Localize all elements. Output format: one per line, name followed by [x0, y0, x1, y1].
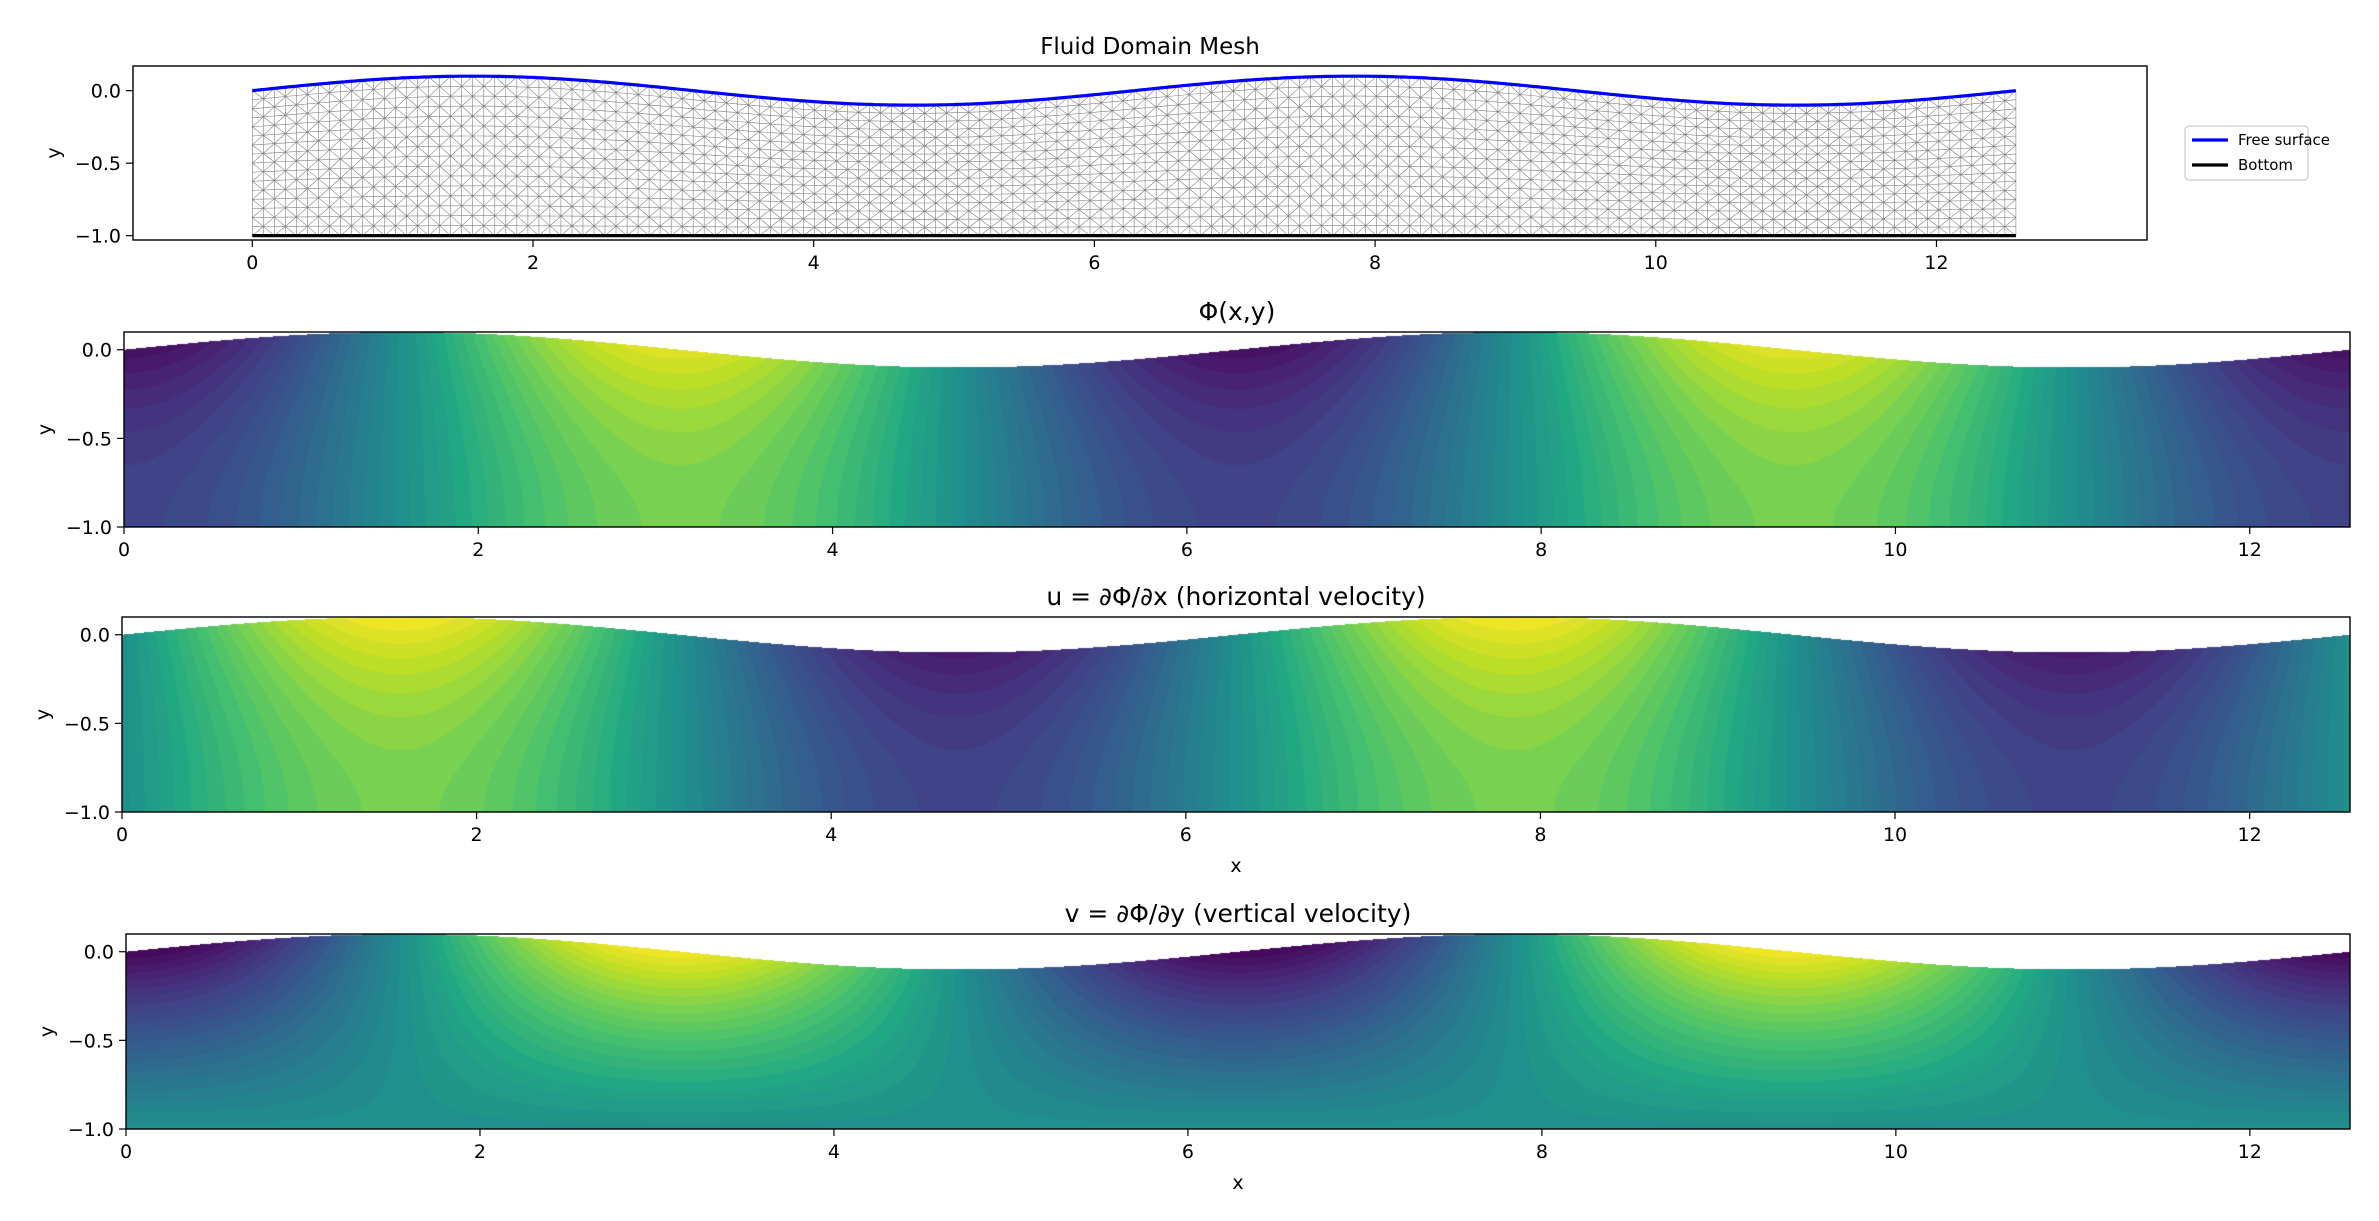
y-tick-label: −0.5 — [68, 1030, 114, 1052]
y-tick-label: −0.5 — [75, 153, 121, 175]
axes-frame — [121, 616, 2351, 813]
x-tick-label: 0 — [246, 252, 258, 274]
x-axis-label: x — [1232, 1172, 1243, 1194]
x-tick-label: 0 — [120, 1141, 132, 1163]
x-tick-label: 2 — [472, 539, 484, 561]
x-tick-label: 4 — [828, 1141, 840, 1163]
chart-title: v = ∂Φ/∂y (vertical velocity) — [1065, 899, 1412, 928]
x-tick-label: 0 — [116, 824, 128, 846]
legend-label-2: Bottom — [2238, 156, 2293, 174]
x-tick-label: 4 — [827, 539, 839, 561]
x-tick-label: 4 — [825, 824, 837, 846]
x-tick-label: 10 — [1883, 824, 1907, 846]
chart-title: Φ(x,y) — [1199, 297, 1276, 326]
y-axis-label: y — [36, 1026, 58, 1037]
mesh-triangles — [252, 75, 2017, 236]
x-axis-label: x — [1230, 855, 1241, 877]
chart-panel-4: 0 2 4 6 8 10 12 0.0 −0.5 −1.0 v = ∂Φ/∂y (vertical … — [36, 899, 2351, 1194]
y-tick-label: 0.0 — [82, 340, 112, 362]
heatmap-field-phi — [124, 332, 2350, 527]
chart-title: Fluid Domain Mesh — [1040, 34, 1260, 60]
x-tick-label: 8 — [1536, 1141, 1548, 1163]
y-tick-label: 0.0 — [91, 81, 121, 103]
x-tick-label: 2 — [471, 824, 483, 846]
x-tick-label: 0 — [118, 539, 130, 561]
chart-panel-2: 0 2 4 6 8 10 12 0.0 −0.5 −1.0 Φ(x,y) y — [34, 297, 2351, 561]
x-tick-label: 10 — [1644, 252, 1668, 274]
x-tick-label: 6 — [1180, 824, 1192, 846]
y-tick-label: −0.5 — [66, 428, 112, 450]
axes-frame — [125, 933, 2351, 1130]
heatmap-field-u — [122, 617, 2350, 812]
y-tick-label: 0.0 — [80, 625, 110, 647]
x-tick-label: 12 — [2238, 539, 2262, 561]
x-tick-label: 12 — [2238, 824, 2262, 846]
y-tick-label: −0.5 — [64, 713, 110, 735]
x-tick-label: 6 — [1182, 1141, 1194, 1163]
chart-panel-1: Free surface Bottom 0 2 4 6 8 10 12 0.0 −0.5 −1.0 Fl… — [43, 34, 2330, 274]
axes-frame — [123, 331, 2351, 528]
x-tick-label: 12 — [1924, 252, 1948, 274]
x-tick-label: 10 — [1883, 539, 1907, 561]
heatmap-field-v — [126, 934, 2350, 1129]
x-tick-label: 6 — [1088, 252, 1100, 274]
x-tick-label: 6 — [1181, 539, 1193, 561]
chart-panel-3: 0 2 4 6 8 10 12 0.0 −0.5 −1.0 u = ∂Φ/∂x (horizonta… — [32, 582, 2351, 877]
y-tick-label: −1.0 — [68, 1119, 114, 1141]
x-tick-label: 4 — [808, 252, 820, 274]
y-tick-label: −1.0 — [75, 226, 121, 248]
x-tick-label: 2 — [474, 1141, 486, 1163]
x-tick-label: 12 — [2238, 1141, 2262, 1163]
x-tick-label: 10 — [1884, 1141, 1908, 1163]
y-axis-label: y — [34, 424, 56, 435]
legend-label-1: Free surface — [2238, 131, 2330, 149]
y-axis-label: y — [43, 147, 65, 158]
x-tick-label: 8 — [1369, 252, 1381, 274]
x-tick-label: 8 — [1535, 539, 1547, 561]
legend: Free surface Bottom — [2184, 125, 2330, 181]
y-tick-label: 0.0 — [84, 942, 114, 964]
free-surface-line — [252, 74, 2017, 107]
y-axis-label: y — [32, 709, 54, 720]
axes-frame — [132, 65, 2148, 241]
x-tick-label: 8 — [1534, 824, 1546, 846]
y-tick-label: −1.0 — [66, 517, 112, 539]
chart-title: u = ∂Φ/∂x (horizontal velocity) — [1046, 582, 1425, 611]
y-tick-label: −1.0 — [64, 802, 110, 824]
mesh-edges — [252, 75, 2017, 236]
x-tick-label: 2 — [527, 252, 539, 274]
